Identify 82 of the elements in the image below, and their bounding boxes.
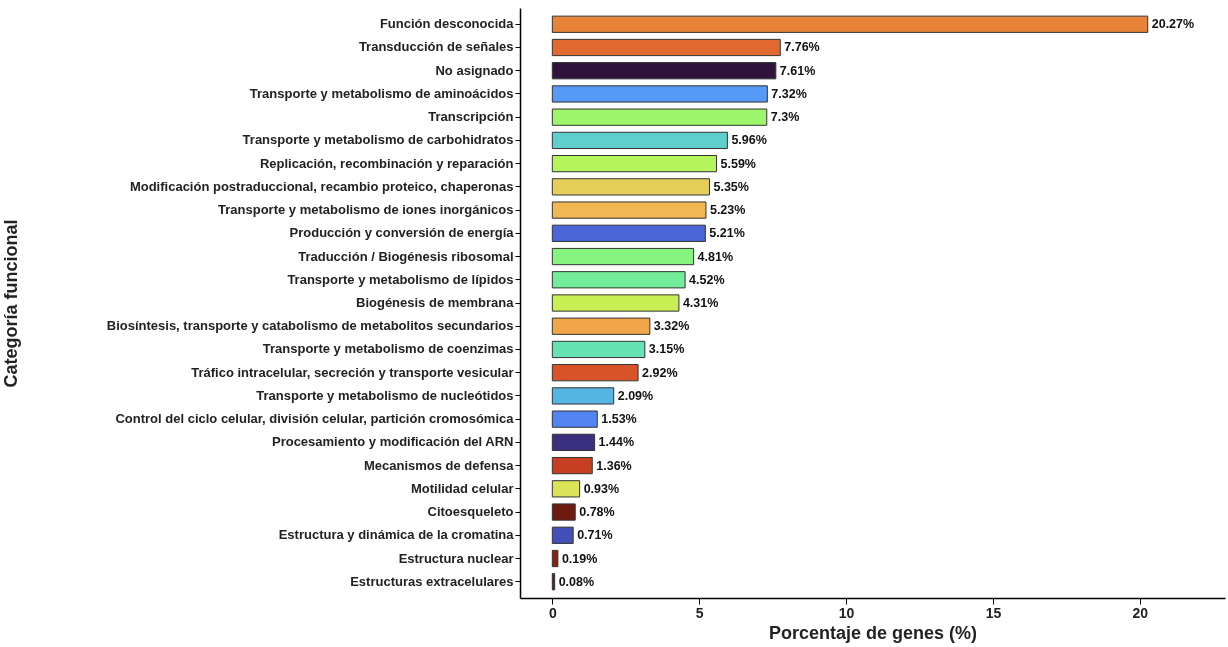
data-label: 1.44% — [598, 435, 635, 450]
bar — [551, 62, 777, 80]
y-tick-label: Biosíntesis, transporte y catabolismo de metabolitos secundarios — [106, 318, 514, 334]
y-tick-label: Mecanismos de defensa — [363, 457, 515, 473]
x-tick-label: 10 — [838, 604, 855, 621]
y-tick-label: Transporte y metabolismo de nucleótidos — [256, 387, 514, 403]
bar — [551, 317, 651, 335]
bar — [551, 340, 646, 359]
data-label: 5.23% — [709, 203, 746, 218]
x-tick-label: 0 — [548, 604, 557, 621]
bar — [551, 85, 768, 103]
data-label: 4.81% — [697, 249, 734, 264]
y-tick-label: Procesamiento y modificación del ARN — [271, 434, 514, 450]
bar — [551, 433, 596, 451]
data-label: 0.71% — [577, 528, 613, 543]
y-tick-label: Replicación, recombinación y reparación — [259, 155, 514, 171]
bar — [551, 456, 593, 475]
bar — [551, 155, 718, 173]
bar — [551, 503, 576, 521]
data-label: 4.52% — [689, 272, 725, 287]
bar — [551, 131, 728, 150]
y-tick-label: Estructura y dinámica de la cromatina — [278, 527, 515, 543]
x-tick-label: 15 — [985, 604, 1002, 621]
bar — [551, 549, 559, 568]
bar — [551, 573, 556, 591]
bar — [551, 224, 706, 242]
y-tick-label: Traducción / Biogénesis ribosomal — [298, 248, 514, 264]
bar — [551, 38, 781, 57]
y-tick-label: Motilidad celular — [410, 480, 514, 496]
x-tick-label: 5 — [695, 604, 704, 621]
data-label: 7.76% — [784, 40, 820, 55]
data-label: 7.61% — [779, 63, 816, 78]
data-label: 2.92% — [642, 365, 678, 380]
y-tick-label: Transporte y metabolismo de aminoácidos — [249, 85, 514, 101]
data-label: 20.27% — [1151, 17, 1195, 32]
data-label: 7.32% — [771, 86, 807, 101]
bar — [551, 364, 639, 382]
bar — [551, 294, 680, 312]
bar — [551, 247, 695, 266]
y-tick-label: Transporte y metabolismo de lípidos — [287, 271, 514, 287]
data-label: 5.59% — [720, 156, 756, 171]
y-tick-label: Transporte y metabolismo de carbohidratos — [242, 132, 514, 148]
y-tick-label: No asignado — [435, 62, 514, 78]
y-tick-label: Estructura nuclear — [398, 550, 514, 566]
y-tick-label: Transducción de señales — [358, 39, 514, 55]
y-tick-label: Control del ciclo celular, división celular, partición cromosómica — [115, 411, 515, 427]
bar — [551, 271, 686, 289]
y-tick-label: Modificación postraduccional, recambio proteico, chaperonas — [129, 178, 514, 194]
bar — [551, 410, 598, 428]
data-label: 4.31% — [682, 296, 719, 310]
bar — [551, 15, 1149, 33]
bar — [551, 387, 615, 405]
bar — [551, 178, 710, 196]
data-label: 0.78% — [579, 505, 615, 520]
y-tick-label: Producción y conversión de energía — [289, 225, 515, 241]
y-tick-label: Transcripción — [428, 109, 514, 125]
data-label: 5.21% — [709, 226, 745, 241]
data-label: 7.3% — [770, 110, 800, 125]
data-label: 3.15% — [648, 342, 685, 357]
data-label: 0.08% — [558, 574, 595, 589]
y-axis-title: Categoría funcional — [0, 219, 21, 388]
bar — [551, 526, 574, 544]
data-label: 0.19% — [561, 551, 598, 566]
x-axis-title: Porcentaje de genes (%) — [768, 622, 978, 643]
y-tick-label: Tráfico intracelular, secreción y transporte vesicular — [191, 364, 514, 380]
y-tick-label: Citoesqueleto — [427, 504, 514, 520]
data-label: 3.32% — [653, 319, 690, 334]
data-label: 5.35% — [713, 179, 749, 194]
y-tick-label: Biogénesis de membrana — [356, 295, 515, 310]
y-tick-label: Estructuras extracelulares — [350, 573, 514, 589]
bar — [551, 201, 707, 219]
bar — [551, 480, 581, 498]
y-tick-label: Transporte y metabolismo de iones inorgánicos — [218, 202, 514, 218]
bar — [551, 108, 768, 126]
data-label: 1.36% — [596, 458, 632, 473]
data-label: 2.09% — [617, 388, 654, 403]
data-label: 0.93% — [583, 481, 620, 496]
data-label: 1.53% — [601, 412, 637, 427]
data-label: 5.96% — [731, 133, 767, 148]
y-tick-label: Función desconocida — [379, 16, 515, 32]
y-tick-label: Transporte y metabolismo de coenzimas — [262, 341, 514, 357]
x-tick-label: 20 — [1132, 604, 1149, 621]
